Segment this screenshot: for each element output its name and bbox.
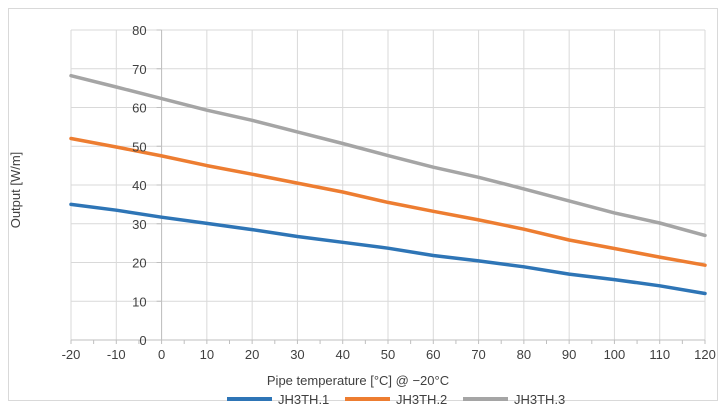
gridlines — [70, 29, 706, 340]
series-line-jh3th-2 — [69, 136, 707, 267]
y-tick-label: 40 — [132, 178, 146, 193]
x-tick-label: 70 — [471, 347, 485, 362]
y-axis-title: Output [W/m] — [8, 152, 23, 229]
x-tick-label: 10 — [200, 347, 214, 362]
x-tick-label: 50 — [381, 347, 395, 362]
x-tick-label: -10 — [107, 347, 126, 362]
x-tick-label: 0 — [158, 347, 165, 362]
legend-label: JH3TH.2 — [396, 392, 447, 407]
x-tick-label: 40 — [335, 347, 349, 362]
series-line-jh3th-1 — [69, 202, 707, 296]
y-tick-label: 50 — [132, 139, 146, 154]
axes — [70, 29, 706, 344]
x-tick-label: 90 — [562, 347, 576, 362]
x-axis-title: Pipe temperature [°C] @ −20°C — [267, 373, 449, 388]
legend: JH3TH.1 JH3TH.2 JH3TH.3 — [227, 392, 565, 407]
y-tick-label: 60 — [132, 101, 146, 116]
x-tick-label: 20 — [245, 347, 259, 362]
x-tick-label: -20 — [62, 347, 81, 362]
y-tick-label: 0 — [139, 333, 146, 348]
y-tick-label: 10 — [132, 294, 146, 309]
x-tick-label: 30 — [290, 347, 304, 362]
x-tick-label: 120 — [694, 347, 716, 362]
x-tick-label: 100 — [604, 347, 626, 362]
x-tick-label: 110 — [649, 347, 670, 362]
series-lines — [69, 73, 707, 296]
legend-label: JH3TH.1 — [278, 392, 329, 407]
tick-labels: -20 -10 0 10 20 30 40 50 60 70 80 90 100 110 120 0 10 20 3… — [62, 23, 716, 362]
y-tick-label: 20 — [132, 256, 146, 271]
x-tick-label: 60 — [426, 347, 440, 362]
x-tick-label: 80 — [517, 347, 531, 362]
y-tick-label: 30 — [132, 217, 146, 232]
legend-label: JH3TH.3 — [514, 392, 565, 407]
y-tick-label: 70 — [132, 62, 146, 77]
y-tick-label: 80 — [132, 23, 146, 38]
series-line-jh3th-3 — [69, 73, 707, 238]
chart-area-border — [8, 8, 718, 401]
